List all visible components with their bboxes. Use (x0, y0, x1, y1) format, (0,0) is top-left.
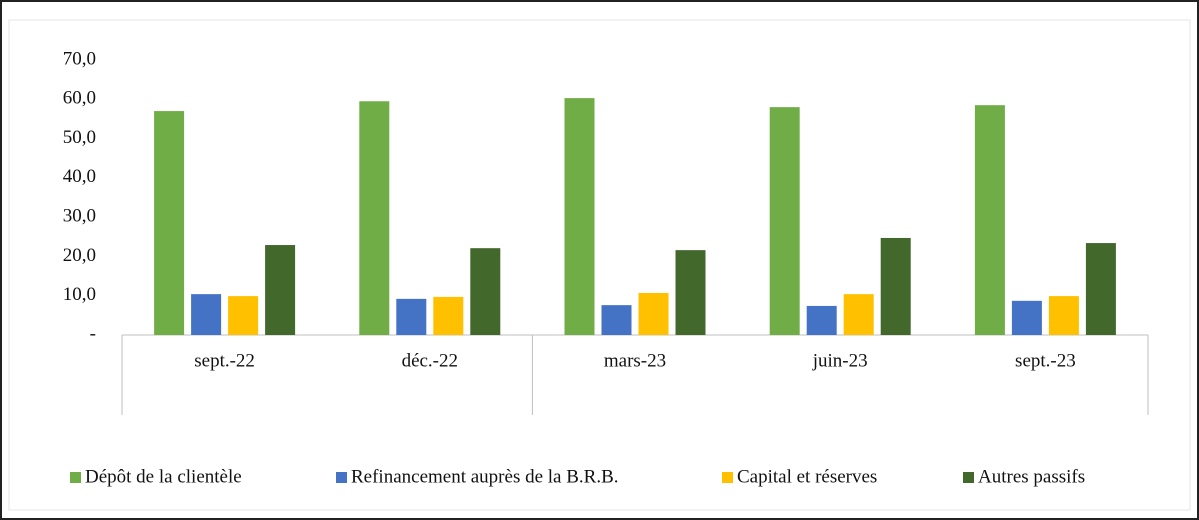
bar (1011, 300, 1042, 335)
bar (228, 296, 259, 335)
bar (638, 292, 669, 335)
legend-swatch (336, 472, 347, 483)
x-tick-label: mars-23 (604, 350, 666, 371)
legend-swatch (963, 472, 974, 483)
bar (191, 294, 222, 335)
legend-swatch (722, 472, 733, 483)
y-tick-label: 50,0 (63, 127, 96, 148)
bar (564, 98, 595, 335)
legend-label: Autres passifs (978, 466, 1085, 487)
y-tick-label: 60,0 (63, 88, 96, 109)
bar (470, 248, 501, 335)
bar (974, 105, 1005, 335)
bar (433, 296, 464, 335)
y-tick-label: 30,0 (63, 206, 96, 227)
bar (359, 101, 390, 335)
bar (675, 250, 706, 335)
legend-label: Dépôt de la clientèle (85, 466, 242, 487)
bar (769, 107, 800, 336)
y-tick-label: 40,0 (63, 166, 96, 187)
bar (396, 298, 427, 335)
y-tick-label: 20,0 (63, 245, 96, 266)
x-tick-label: juin-23 (812, 350, 868, 371)
bar (843, 294, 874, 335)
y-tick-label: 70,0 (63, 48, 96, 69)
bar (601, 305, 632, 335)
bar (154, 111, 185, 335)
legend-label: Capital et réserves (737, 466, 877, 487)
bar (806, 305, 837, 335)
y-tick-label: - (90, 323, 96, 344)
bar (265, 245, 296, 335)
x-tick-label: sept.-23 (1015, 350, 1076, 371)
x-tick-label: déc.-22 (402, 350, 458, 371)
x-tick-label: sept.-22 (194, 350, 255, 371)
chart-area (8, 19, 1191, 511)
bar (1048, 296, 1079, 335)
bar (1085, 243, 1116, 335)
legend-swatch (70, 472, 81, 483)
legend-label: Refinancement auprès de la B.R.B. (351, 466, 619, 487)
bar (880, 237, 911, 335)
y-tick-label: 10,0 (63, 284, 96, 305)
